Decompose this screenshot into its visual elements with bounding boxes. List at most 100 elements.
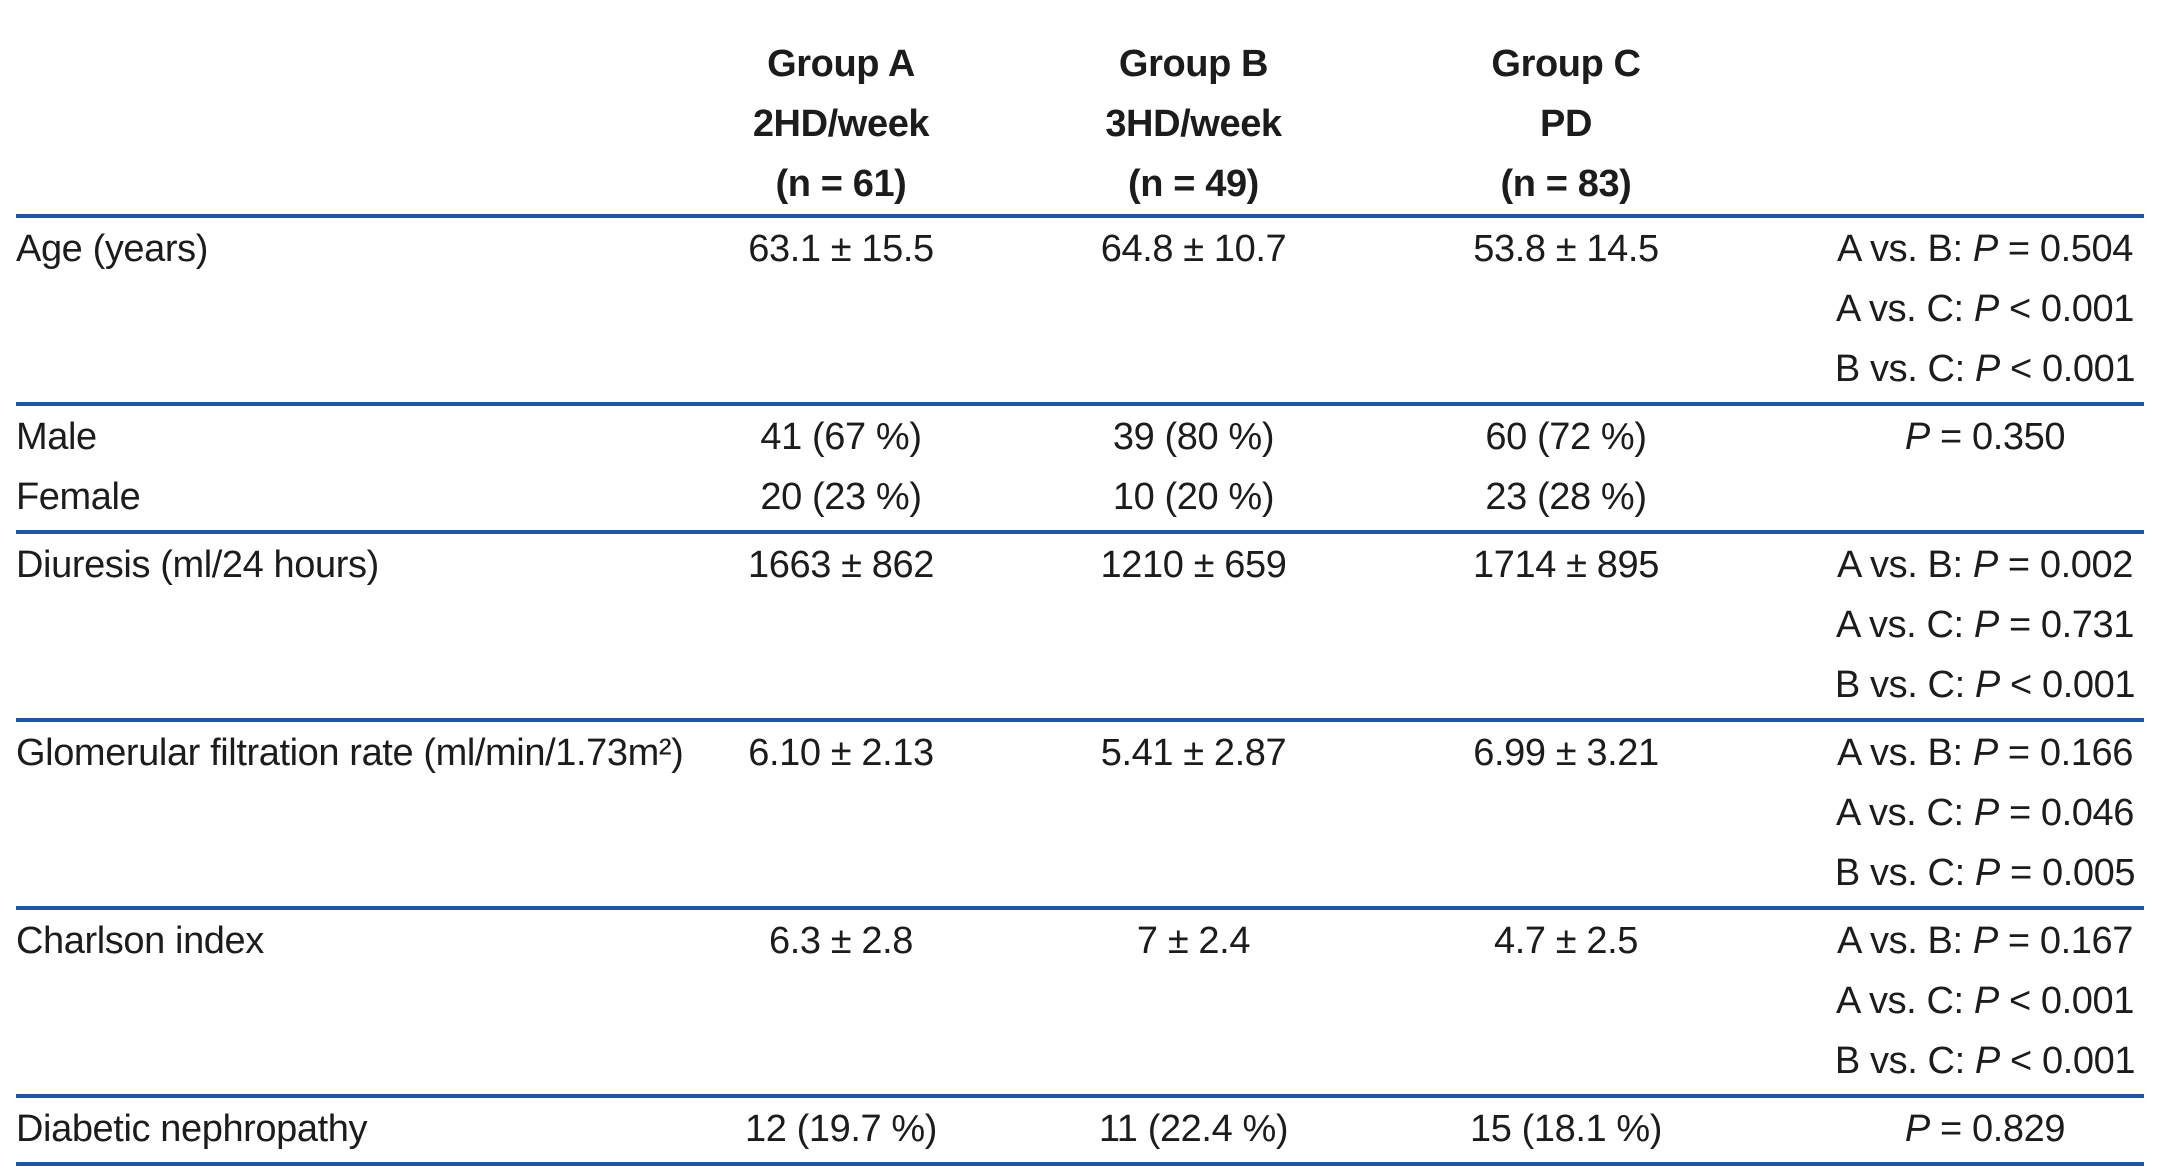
p-value: B vs. C: P = 0.005	[1751, 843, 2144, 903]
p-value: A vs. C: P < 0.001	[1751, 971, 2144, 1031]
p-text: = 0.350	[1929, 416, 2066, 458]
group-b-value: 7 ± 2.4	[1136, 920, 1251, 962]
group-c-value: 1714 ± 895	[1473, 544, 1659, 586]
column-header-group-c-n: (n = 83)	[1500, 163, 1632, 205]
column-header-group-a: Group A	[767, 43, 915, 85]
p-text: A vs. B:	[1837, 732, 1973, 774]
p-symbol: P	[1974, 664, 2000, 706]
header-row-sample-sizes: (n = 61) (n = 49) (n = 83)	[16, 154, 2144, 214]
group-c-value: 60 (72 %)	[1485, 416, 1647, 458]
p-symbol: P	[1974, 852, 2000, 894]
row-label: Charlson index	[16, 920, 264, 962]
group-b-value: 10 (20 %)	[1112, 476, 1275, 518]
group-b-value: 5.41 ± 2.87	[1100, 732, 1287, 774]
group-b-value: 64.8 ± 10.7	[1100, 228, 1287, 270]
section-diabetic-nephropathy: Diabetic nephropathy 12 (19.7 %) 11 (22.…	[16, 1094, 2144, 1162]
p-symbol: P	[1972, 228, 1998, 270]
group-comparison-table: Group A Group B Group C 2HD/week 3HD/wee…	[16, 0, 2144, 1166]
p-text: A vs. C:	[1835, 288, 1974, 330]
column-header-group-a-schedule: 2HD/week	[752, 103, 930, 145]
column-header-group-c: Group C	[1491, 43, 1641, 85]
section-age: Age (years) 63.1 ± 15.5 64.8 ± 10.7 53.8…	[16, 214, 2144, 402]
p-value: P = 0.829	[1751, 1099, 2144, 1159]
p-symbol: P	[1973, 792, 1999, 834]
p-text: B vs. C:	[1834, 852, 1975, 894]
section-sex: Male 41 (67 %) 39 (80 %) 60 (72 %) P = 0…	[16, 402, 2144, 530]
group-a-value: 6.3 ± 2.8	[768, 920, 914, 962]
p-text: A vs. B:	[1837, 920, 1973, 962]
column-header-group-c-schedule: PD	[1540, 103, 1592, 145]
group-c-value: 53.8 ± 14.5	[1473, 228, 1659, 270]
p-text: A vs. B:	[1837, 228, 1973, 270]
row-label: Diabetic nephropathy	[16, 1108, 368, 1150]
section-diuresis: Diuresis (ml/24 hours) 1663 ± 862 1210 ±…	[16, 530, 2144, 718]
p-text: A vs. B:	[1837, 544, 1973, 586]
group-c-value: 4.7 ± 2.5	[1493, 920, 1639, 962]
p-value: A vs. B: P = 0.166	[1751, 723, 2144, 783]
table-row: Male 41 (67 %) 39 (80 %) 60 (72 %) P = 0…	[16, 407, 2144, 467]
table-row: Glomerular filtration rate (ml/min/1.73m…	[16, 723, 2144, 783]
p-text: = 0.731	[1998, 604, 2135, 646]
table-row: B vs. C: P < 0.001	[16, 339, 2144, 399]
group-a-value: 1663 ± 862	[748, 544, 934, 586]
group-c-value: 23 (28 %)	[1485, 476, 1647, 518]
column-header-group-b: Group B	[1118, 43, 1269, 85]
p-value: A vs. C: P = 0.046	[1751, 783, 2144, 843]
p-text: = 0.002	[1997, 544, 2133, 586]
group-a-value: 6.10 ± 2.13	[748, 732, 934, 774]
p-text: < 0.001	[1999, 1040, 2136, 1082]
table-row: Diabetic nephropathy 12 (19.7 %) 11 (22.…	[16, 1099, 2144, 1159]
p-value: A vs. B: P = 0.504	[1751, 219, 2144, 279]
p-text: A vs. C:	[1835, 980, 1974, 1022]
p-symbol: P	[1974, 1040, 2000, 1082]
p-text: < 0.001	[1999, 664, 2136, 706]
p-symbol: P	[1972, 544, 1998, 586]
p-value: P = 0.350	[1751, 407, 2144, 467]
p-text: B vs. C:	[1834, 1040, 1975, 1082]
p-symbol: P	[1973, 980, 1999, 1022]
column-header-group-a-n: (n = 61)	[775, 163, 907, 205]
group-c-value: 6.99 ± 3.21	[1473, 732, 1659, 774]
section-gfr: Glomerular filtration rate (ml/min/1.73m…	[16, 718, 2144, 906]
p-text: = 0.005	[1999, 852, 2136, 894]
table-row: A vs. C: P < 0.001	[16, 971, 2144, 1031]
row-label: Age (years)	[16, 228, 209, 270]
column-header-group-b-schedule: 3HD/week	[1105, 103, 1282, 145]
group-b-value: 39 (80 %)	[1112, 416, 1275, 458]
table-row: B vs. C: P < 0.001	[16, 1031, 2144, 1091]
group-a-value: 41 (67 %)	[760, 416, 922, 458]
column-header-group-b-n: (n = 49)	[1128, 163, 1259, 205]
p-symbol: P	[1904, 416, 1930, 458]
row-label: Glomerular filtration rate (ml/min/1.73m…	[16, 732, 684, 774]
group-a-value: 63.1 ± 15.5	[748, 228, 934, 270]
p-text: = 0.504	[1997, 228, 2133, 270]
table-row: Age (years) 63.1 ± 15.5 64.8 ± 10.7 53.8…	[16, 219, 2144, 279]
p-symbol: P	[1972, 920, 1998, 962]
p-text: < 0.001	[1998, 980, 2135, 1022]
table-row: Female 20 (23 %) 10 (20 %) 23 (28 %)	[16, 467, 2144, 527]
p-value: A vs. B: P = 0.167	[1751, 911, 2144, 971]
header-row-group-names: Group A Group B Group C	[16, 34, 2144, 94]
p-symbol: P	[1904, 1108, 1930, 1150]
group-b-value: 11 (22.4 %)	[1098, 1108, 1289, 1150]
p-text: B vs. C:	[1834, 664, 1975, 706]
table-header: Group A Group B Group C 2HD/week 3HD/wee…	[16, 0, 2144, 214]
p-text: < 0.001	[1998, 288, 2135, 330]
p-text: A vs. C:	[1835, 792, 1974, 834]
p-symbol: P	[1972, 732, 1998, 774]
table-row: A vs. C: P = 0.731	[16, 595, 2144, 655]
group-a-value: 20 (23 %)	[760, 476, 922, 518]
p-text: = 0.166	[1997, 732, 2133, 774]
table-row: Charlson index 6.3 ± 2.8 7 ± 2.4 4.7 ± 2…	[16, 911, 2144, 971]
p-value: B vs. C: P < 0.001	[1751, 655, 2144, 715]
p-symbol: P	[1974, 348, 2000, 390]
p-value: A vs. B: P = 0.002	[1751, 535, 2144, 595]
group-a-value: 12 (19.7 %)	[744, 1108, 938, 1150]
p-text: A vs. C:	[1835, 604, 1974, 646]
p-symbol: P	[1973, 604, 1999, 646]
p-symbol: P	[1973, 288, 1999, 330]
table-row: B vs. C: P < 0.001	[16, 655, 2144, 715]
group-b-value: 1210 ± 659	[1100, 544, 1287, 586]
p-text: = 0.046	[1998, 792, 2135, 834]
row-label: Female	[16, 476, 141, 518]
